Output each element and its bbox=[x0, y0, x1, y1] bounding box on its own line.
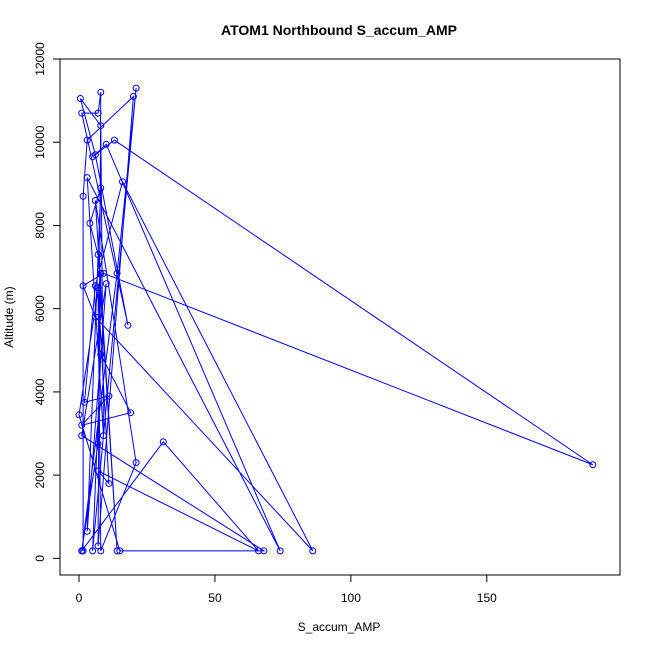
data-point bbox=[97, 184, 105, 192]
x-tick-label: 100 bbox=[341, 591, 361, 605]
y-axis-label: Altitude (m) bbox=[2, 286, 16, 347]
data-point bbox=[97, 350, 105, 358]
data-point bbox=[113, 547, 121, 555]
data-point bbox=[110, 136, 118, 144]
data-point bbox=[89, 153, 97, 161]
data-point bbox=[83, 174, 91, 182]
series-line bbox=[78, 88, 594, 553]
data-point bbox=[254, 547, 262, 555]
data-point bbox=[83, 136, 91, 144]
data-point bbox=[97, 547, 105, 555]
data-point bbox=[78, 109, 86, 117]
data-point bbox=[309, 547, 317, 555]
series-layer bbox=[75, 84, 597, 555]
y-axis: 0 2000 4000 6000 8000 10000 12000 bbox=[33, 42, 61, 562]
data-point bbox=[100, 269, 107, 277]
data-point bbox=[94, 467, 102, 475]
data-point bbox=[113, 269, 121, 277]
data-point bbox=[129, 92, 137, 100]
x-tick-label: 0 bbox=[76, 591, 83, 605]
data-point bbox=[89, 547, 97, 555]
x-tick-label: 50 bbox=[208, 591, 222, 605]
y-tick-label: 4000 bbox=[33, 378, 47, 405]
data-point bbox=[132, 459, 140, 467]
data-point bbox=[91, 313, 99, 321]
y-tick-label: 0 bbox=[33, 555, 47, 562]
data-point bbox=[105, 392, 113, 400]
data-point bbox=[132, 84, 140, 92]
data-point bbox=[91, 196, 99, 204]
x-axis-label: S_accum_AMP bbox=[298, 620, 381, 634]
data-point bbox=[94, 284, 102, 292]
data-point bbox=[105, 479, 113, 487]
x-tick-label: 150 bbox=[477, 591, 497, 605]
data-point bbox=[276, 547, 284, 555]
data-point bbox=[127, 409, 135, 417]
data-point bbox=[94, 109, 102, 117]
data-point bbox=[102, 140, 110, 148]
data-point bbox=[97, 269, 105, 277]
data-point bbox=[97, 122, 105, 130]
data-point bbox=[94, 440, 102, 448]
data-point bbox=[94, 251, 102, 259]
data-point bbox=[78, 421, 86, 429]
data-point bbox=[79, 192, 87, 200]
data-point bbox=[86, 219, 94, 227]
data-point bbox=[83, 527, 91, 535]
data-point bbox=[159, 438, 167, 446]
y-tick-label: 8000 bbox=[33, 212, 47, 239]
data-point bbox=[75, 411, 83, 419]
data-point bbox=[80, 398, 88, 406]
y-tick-label: 6000 bbox=[33, 295, 47, 322]
y-tick-label: 10000 bbox=[33, 125, 47, 159]
data-point bbox=[116, 547, 124, 555]
data-point bbox=[79, 282, 87, 290]
data-point bbox=[124, 321, 132, 329]
data-point bbox=[100, 432, 107, 440]
data-point bbox=[97, 88, 105, 96]
plot-frame bbox=[59, 58, 621, 576]
data-point bbox=[260, 547, 268, 555]
chart-title: ATOM1 Northbound S_accum_AMP bbox=[221, 22, 457, 38]
y-tick-label: 2000 bbox=[33, 461, 47, 488]
data-point bbox=[78, 547, 86, 555]
data-point bbox=[76, 95, 84, 103]
x-axis: 0 50 100 150 bbox=[76, 574, 497, 605]
data-point bbox=[78, 432, 86, 440]
y-tick-label: 12000 bbox=[33, 42, 47, 76]
data-point bbox=[119, 178, 127, 186]
data-point bbox=[102, 280, 110, 288]
data-point bbox=[589, 461, 597, 469]
